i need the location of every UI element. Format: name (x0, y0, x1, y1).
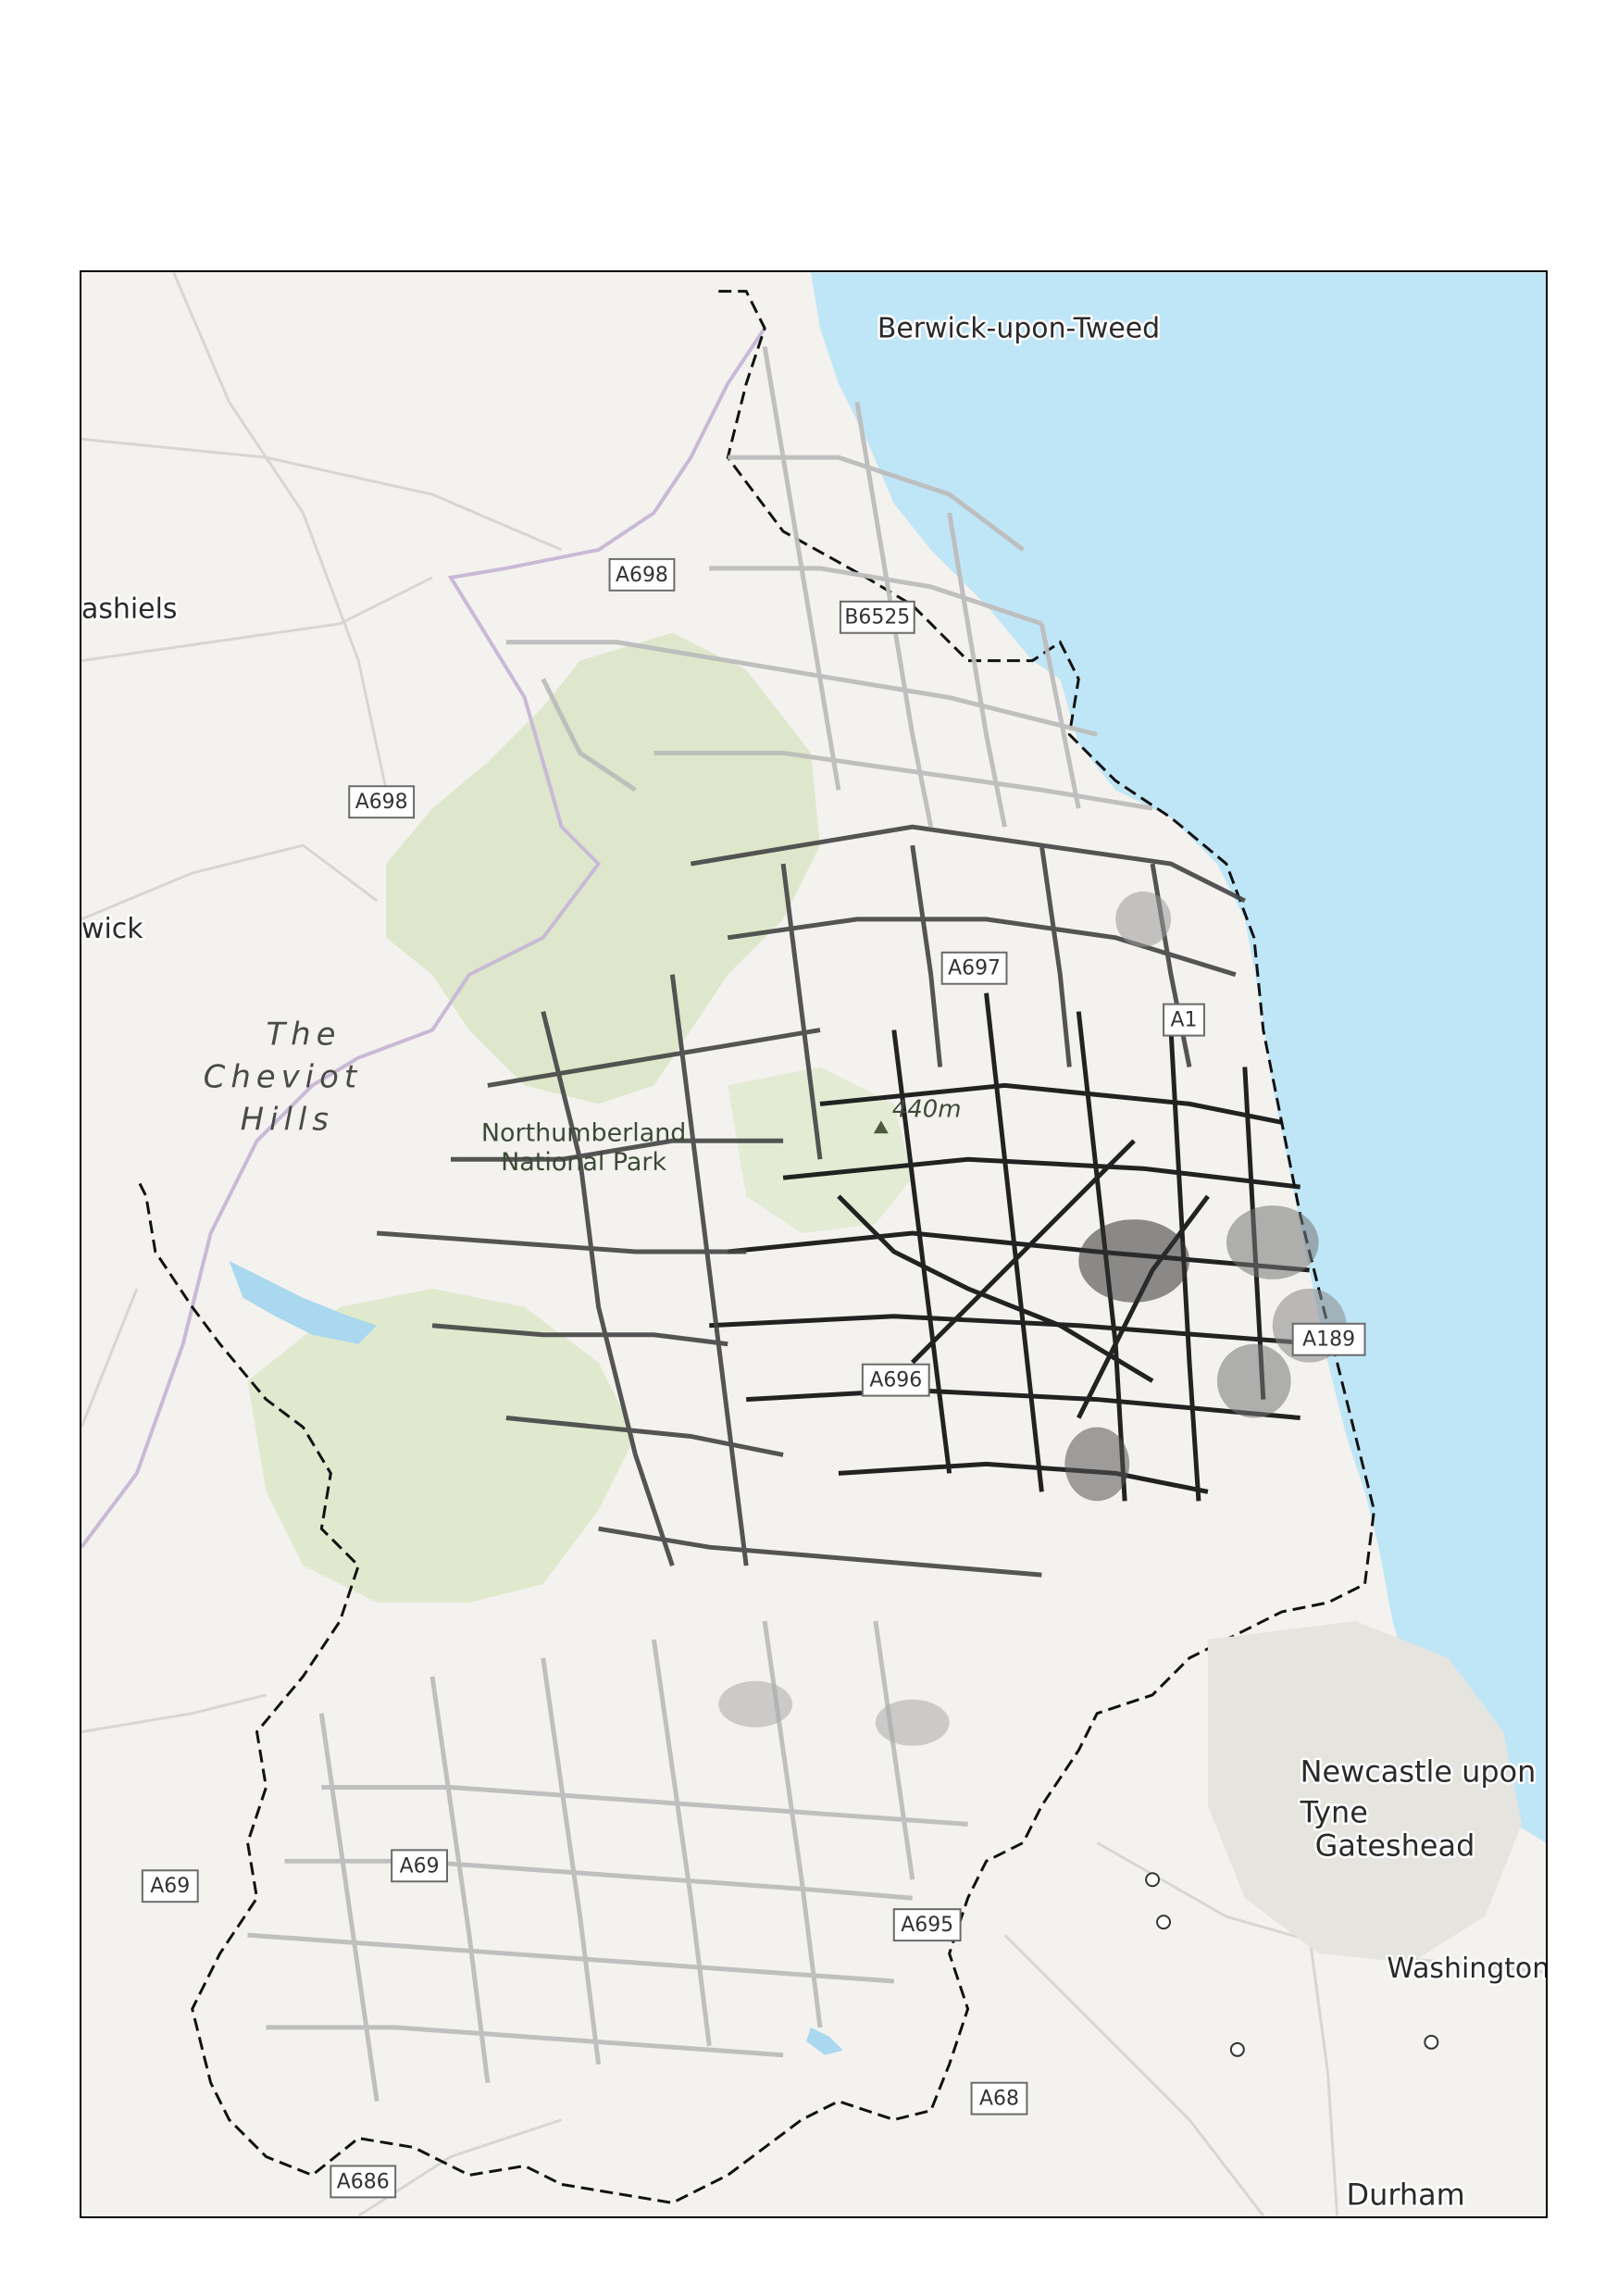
svg-text:A686: A686 (337, 2170, 390, 2193)
urban-density (718, 891, 1347, 1746)
svg-text:A69: A69 (400, 1854, 440, 1878)
road-shield-a69-south: A69 (391, 1849, 448, 1883)
road-shield-a68: A68 (970, 2081, 1028, 2115)
road-shield-b6525: B6525 (839, 600, 915, 634)
place-label-galashiels: ashiels (81, 593, 177, 626)
svg-text:A1: A1 (1171, 1009, 1198, 1032)
svg-text:A698: A698 (355, 791, 408, 814)
road-shield-a698-left: A698 (348, 785, 416, 819)
place-label-newcastle-line2: Tyne (1300, 1794, 1368, 1829)
town-circle-icon (1229, 2041, 1245, 2057)
north-sea (811, 272, 1546, 1843)
road-shield-a696: A696 (861, 1363, 930, 1397)
svg-text:A695: A695 (901, 1914, 953, 1937)
county-boundary (135, 290, 1375, 2204)
svg-text:B6525: B6525 (844, 606, 910, 630)
national-border (81, 327, 766, 1549)
svg-text:A696: A696 (869, 1369, 922, 1392)
summit-label: 440m (892, 1095, 962, 1123)
place-label-hawick: wick (81, 913, 143, 945)
svg-text:A697: A697 (948, 957, 1001, 980)
svg-text:A698: A698 (616, 564, 668, 587)
road-shield-a1: A1 (1163, 1003, 1205, 1037)
place-label-newcastle-line1: Newcastle upon (1301, 1754, 1537, 1790)
map-canvas[interactable]: A698 B6525 A698 A697 A1 A189 A696 A69 (81, 272, 1546, 2216)
svg-text:A69: A69 (150, 1875, 190, 1898)
svg-text:A189: A189 (1302, 1329, 1355, 1352)
place-label-durham: Durham (1347, 2177, 1465, 2212)
road-shield-a697: A697 (940, 951, 1008, 985)
road-shield-a695: A695 (892, 1908, 962, 1942)
road-shield-a698-top: A698 (608, 557, 676, 592)
svg-text:A68: A68 (979, 2088, 1019, 2111)
reservoir (229, 1260, 378, 1344)
place-label-berwick: Berwick-upon-Tweed (877, 312, 1160, 344)
place-label-gateshead: Gateshead (1315, 1828, 1475, 1863)
hills-label-line2: Cheviot (204, 1058, 362, 1094)
summit-triangle-icon (873, 1120, 889, 1134)
map-frame[interactable]: A698 B6525 A698 A697 A1 A189 A696 A69 (80, 270, 1548, 2218)
newcastle-urban-area (1207, 1620, 1523, 1964)
town-circle-icon (1424, 2034, 1439, 2050)
town-circle-icon (1156, 1915, 1172, 1930)
hills-label-line1: The (266, 1017, 341, 1053)
town-circle-icon (1145, 1872, 1161, 1888)
network-density-dark (709, 992, 1319, 1502)
park-label-line1: Northumberland (481, 1118, 686, 1147)
hills-label-line3: Hills (241, 1101, 334, 1137)
road-shield-a686: A686 (330, 2165, 397, 2199)
road-shield-a189: A189 (1291, 1322, 1366, 1356)
background-roads (81, 272, 1546, 2216)
place-label-washington: Washington (1387, 1953, 1546, 1985)
national-park-area-south (247, 1288, 636, 1603)
road-shield-a69-left: A69 (141, 1869, 199, 1903)
park-label-line2: National Park (501, 1148, 666, 1177)
